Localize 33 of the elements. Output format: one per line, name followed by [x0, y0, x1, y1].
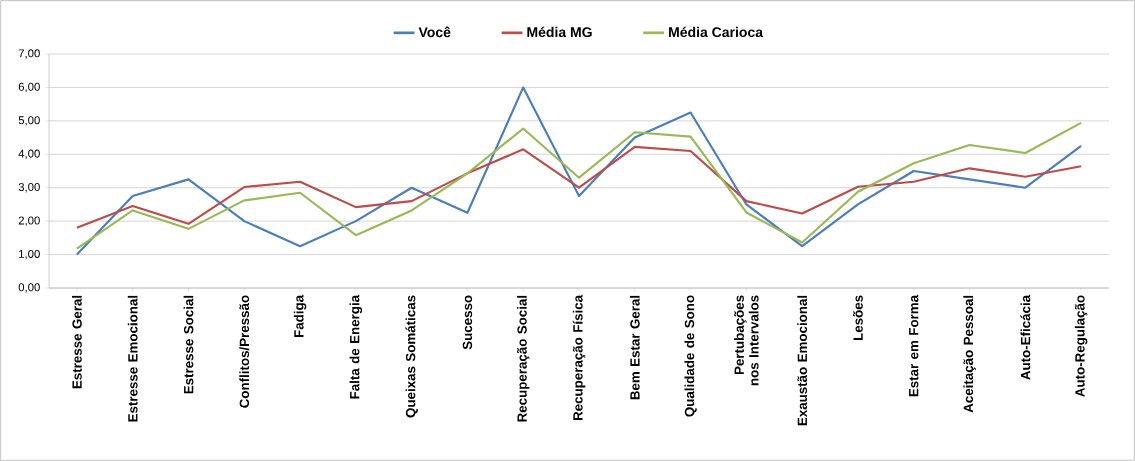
- x-tick-label: Qualidade de Sono: [684, 295, 697, 417]
- x-tick-label: Conflitos/Pressão: [239, 295, 250, 408]
- y-tick-label: 7,00: [18, 49, 40, 59]
- x-tick-label: Estresse Emocional: [127, 295, 138, 422]
- x-tick-label: Queixas Somáticas: [405, 295, 418, 418]
- x-tick-label: Exaustão Emocional: [797, 295, 808, 426]
- x-tick-label: Recuperação Física: [572, 294, 586, 421]
- x-tick-label: Aceitação Pessoal: [963, 295, 976, 413]
- x-tick-label: Auto-Regulação: [1074, 295, 1088, 397]
- x-tick-label: Falta de Energia: [349, 294, 363, 399]
- x-tick-label: Fadiga: [293, 294, 307, 337]
- y-tick-label: 0,00: [18, 283, 40, 293]
- y-tick-label: 5,00: [18, 116, 40, 126]
- legend-label: Média Carioca: [669, 26, 764, 38]
- x-tick-label: Sucesso: [462, 295, 473, 350]
- y-tick-label: 2,00: [18, 216, 40, 226]
- line-series: [75, 145, 1083, 229]
- x-tick-label: Estresse Geral: [72, 295, 82, 389]
- y-tick-label: 1,00: [19, 249, 40, 260]
- line-series: [75, 121, 1083, 250]
- x-tick-label: Estar em Forma: [909, 294, 919, 397]
- y-tick-label: 4,00: [18, 149, 40, 159]
- x-tick-label: Auto-Eficácia: [1020, 294, 1031, 380]
- x-tick-label: Recuperação Social: [517, 295, 530, 422]
- legend-label: Você: [418, 26, 451, 38]
- x-tick-label: Estresse Social: [183, 295, 194, 394]
- x-tick-label: Lesões: [853, 295, 863, 340]
- y-tick-label: 6,00: [18, 82, 40, 93]
- line-series: [75, 86, 1083, 256]
- x-tick-label: Bem Estar Geral: [629, 295, 640, 400]
- legend-label: Média MG: [527, 26, 592, 38]
- y-tick-label: 3,00: [18, 183, 40, 193]
- x-tick-label: Pertubações nos Intervalos: [734, 295, 759, 386]
